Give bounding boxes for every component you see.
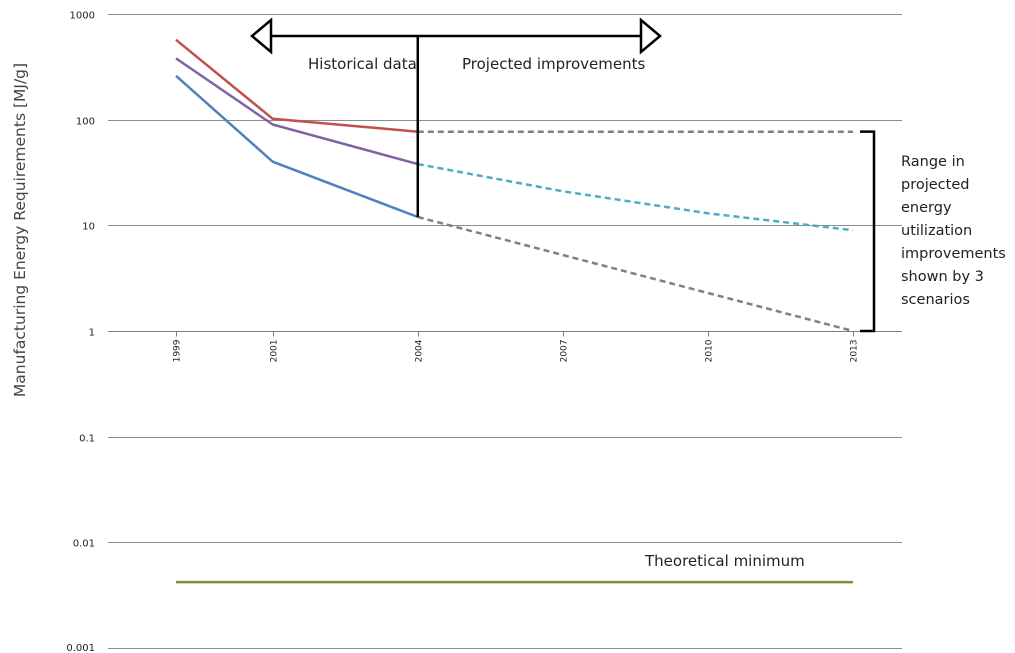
- series-line-2: [175, 57, 419, 166]
- y-tick-label: 10: [82, 222, 95, 233]
- series-line-3: [175, 74, 419, 219]
- x-tick-labels: 1999 2001 2004 2007 2010 2013: [173, 339, 860, 362]
- range-note-line: projected: [901, 177, 970, 193]
- y-tick-label: 100: [76, 117, 95, 128]
- range-note-line: improvements: [901, 246, 1006, 262]
- range-bracket: [860, 130, 876, 333]
- y-tick-label: 0.01: [73, 539, 95, 550]
- range-note: Range in projected energy utilization im…: [901, 151, 1015, 312]
- x-tick-label: 2010: [705, 339, 715, 362]
- x-tick-label: 1999: [173, 339, 183, 362]
- range-note-line: shown by 3: [901, 269, 984, 285]
- series-layer: [175, 38, 854, 584]
- grid-layer: [108, 14, 902, 649]
- range-note-line: scenarios: [901, 292, 970, 308]
- y-tick-label: 0.1: [79, 434, 95, 445]
- x-tick-label: 2007: [560, 340, 570, 363]
- historical-data-label: Historical data: [308, 55, 417, 73]
- y-axis-label-wrap: Manufacturing Energy Requirements [MJ/g]: [0, 0, 40, 653]
- arrow-head-right-icon: [639, 17, 662, 55]
- series-line-5: [417, 162, 854, 232]
- x-tick-label: 2004: [415, 339, 425, 362]
- annotation-layer: [250, 17, 876, 333]
- theoretical-minimum-label: Theoretical minimum: [645, 552, 805, 570]
- y-tick-label: 1: [89, 328, 95, 339]
- range-note-line: Range in: [901, 154, 965, 170]
- arrow-head-left-icon: [250, 17, 273, 55]
- x-tick-label: 2013: [850, 340, 860, 363]
- series-line-1: [175, 38, 418, 133]
- series-line-6: [417, 215, 854, 333]
- y-tick-label: 0.001: [66, 643, 95, 653]
- x-tick-label: 2001: [270, 340, 280, 363]
- projected-improvements-label: Projected improvements: [462, 55, 646, 73]
- y-tick-label: 1000: [70, 11, 95, 22]
- y-axis-label: Manufacturing Energy Requirements [MJ/g]: [11, 62, 29, 398]
- range-note-line: utilization: [901, 223, 973, 239]
- range-note-line: energy: [901, 200, 952, 216]
- y-tick-labels: 1000 100 10 1 0.1 0.01 0.001: [66, 11, 95, 653]
